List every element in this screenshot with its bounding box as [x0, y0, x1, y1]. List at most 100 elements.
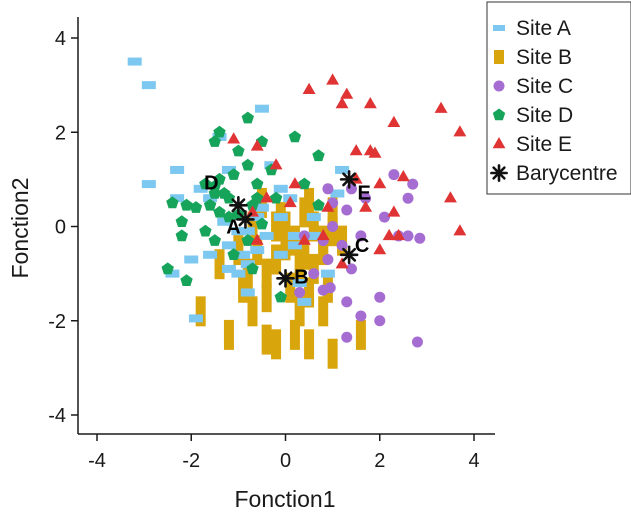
site-e-point [349, 172, 363, 184]
site-c-point [345, 263, 357, 275]
legend-label: Site A [516, 17, 571, 40]
site-b-point [271, 329, 282, 360]
site-a-point [259, 231, 274, 240]
site-d-point [208, 179, 221, 192]
site-a-point [184, 255, 199, 264]
site-a-point [250, 213, 265, 222]
site-d-point [255, 217, 269, 230]
barycentre-marker [342, 247, 357, 262]
site-b-point [280, 230, 291, 261]
site-a-point [320, 269, 335, 278]
site-a-point [335, 165, 350, 174]
site-b-point [223, 319, 234, 350]
site-e-point [297, 233, 311, 245]
barycentre-marker [278, 271, 293, 286]
site-d-point [251, 177, 264, 190]
site-c-point [378, 211, 390, 223]
y-tick-label: 4 [55, 28, 66, 50]
site-a-point [306, 231, 321, 240]
site-e-point [444, 191, 457, 203]
site-e-point [434, 101, 448, 113]
site-d-point [180, 274, 193, 286]
site-a-point [273, 213, 288, 222]
site-c-point [324, 282, 336, 294]
site-e-point [373, 177, 387, 189]
x-axis-title: Fonction1 [234, 486, 335, 512]
site-d-point [241, 234, 254, 246]
legend-key [494, 50, 504, 64]
y-tick-label: 0 [55, 217, 66, 239]
site-c-point [341, 204, 353, 216]
site-a-point [292, 279, 307, 288]
site-c-point [414, 232, 426, 244]
site-e-point [373, 243, 387, 255]
site-e-point [250, 233, 264, 245]
site-a-point [221, 241, 236, 250]
legend-key [492, 166, 506, 180]
site-a-point [141, 180, 156, 189]
site-b-point [355, 319, 366, 350]
y-tick-label: 2 [55, 122, 66, 144]
site-c-point [327, 221, 339, 232]
site-a-point [287, 231, 302, 240]
site-e-point [453, 224, 467, 236]
site-a-point [203, 250, 218, 259]
site-a-point [170, 194, 185, 203]
site-e-point [359, 200, 373, 212]
site-d-point [312, 198, 325, 211]
site-b-point [327, 197, 338, 228]
site-d-point [218, 187, 231, 199]
site-a-point [127, 57, 142, 66]
barycentre-marker [342, 172, 357, 187]
site-d-point [222, 210, 236, 223]
site-b-point [261, 324, 272, 355]
site-e-point [368, 146, 382, 158]
site-d-point [189, 201, 203, 213]
site-e-point [363, 97, 377, 109]
site-e-point [340, 87, 354, 99]
site-b-point [261, 282, 272, 313]
site-d-point [208, 135, 221, 147]
site-e-point [302, 82, 316, 94]
site-e-point [396, 170, 410, 182]
site-a-point [193, 184, 208, 193]
x-tick-label: 2 [374, 450, 385, 472]
x-tick-label: -2 [182, 450, 200, 472]
site-c-point [374, 315, 386, 327]
site-a-point [203, 194, 218, 203]
site-e-point [349, 144, 363, 156]
y-axis-title: Fonction2 [7, 177, 33, 278]
site-d-point [175, 229, 188, 242]
site-a-point [236, 250, 251, 259]
site-e-point [392, 228, 405, 241]
site-c-point [411, 336, 423, 348]
site-d-point [298, 177, 311, 190]
site-a-point [141, 81, 156, 90]
site-b-point [247, 296, 258, 327]
site-a-point [287, 241, 302, 250]
site-c-point [322, 253, 334, 265]
x-tick-label: -4 [88, 450, 106, 472]
legend-label: Site C [516, 75, 573, 98]
site-e-point [326, 73, 340, 85]
site-c-point [374, 291, 386, 303]
site-a-point [254, 203, 269, 212]
site-b-point [256, 187, 267, 218]
site-d-point [232, 144, 245, 157]
site-a-point [217, 217, 232, 226]
site-b-point [233, 235, 244, 266]
site-c-point [355, 230, 367, 242]
site-d-point [227, 168, 240, 180]
site-d-point [241, 111, 254, 124]
site-a-point [273, 250, 288, 259]
axes [77, 17, 495, 435]
site-a-point [221, 264, 236, 273]
barycentre-label: A [226, 216, 240, 238]
y-ticks: -4 -2 0 2 4 [48, 28, 78, 427]
site-b-point [308, 211, 319, 242]
site-d-point [246, 262, 259, 275]
legend-key [493, 80, 505, 92]
site-a-point [297, 297, 312, 306]
site-c-point [341, 331, 353, 343]
site-a-point [231, 227, 246, 236]
